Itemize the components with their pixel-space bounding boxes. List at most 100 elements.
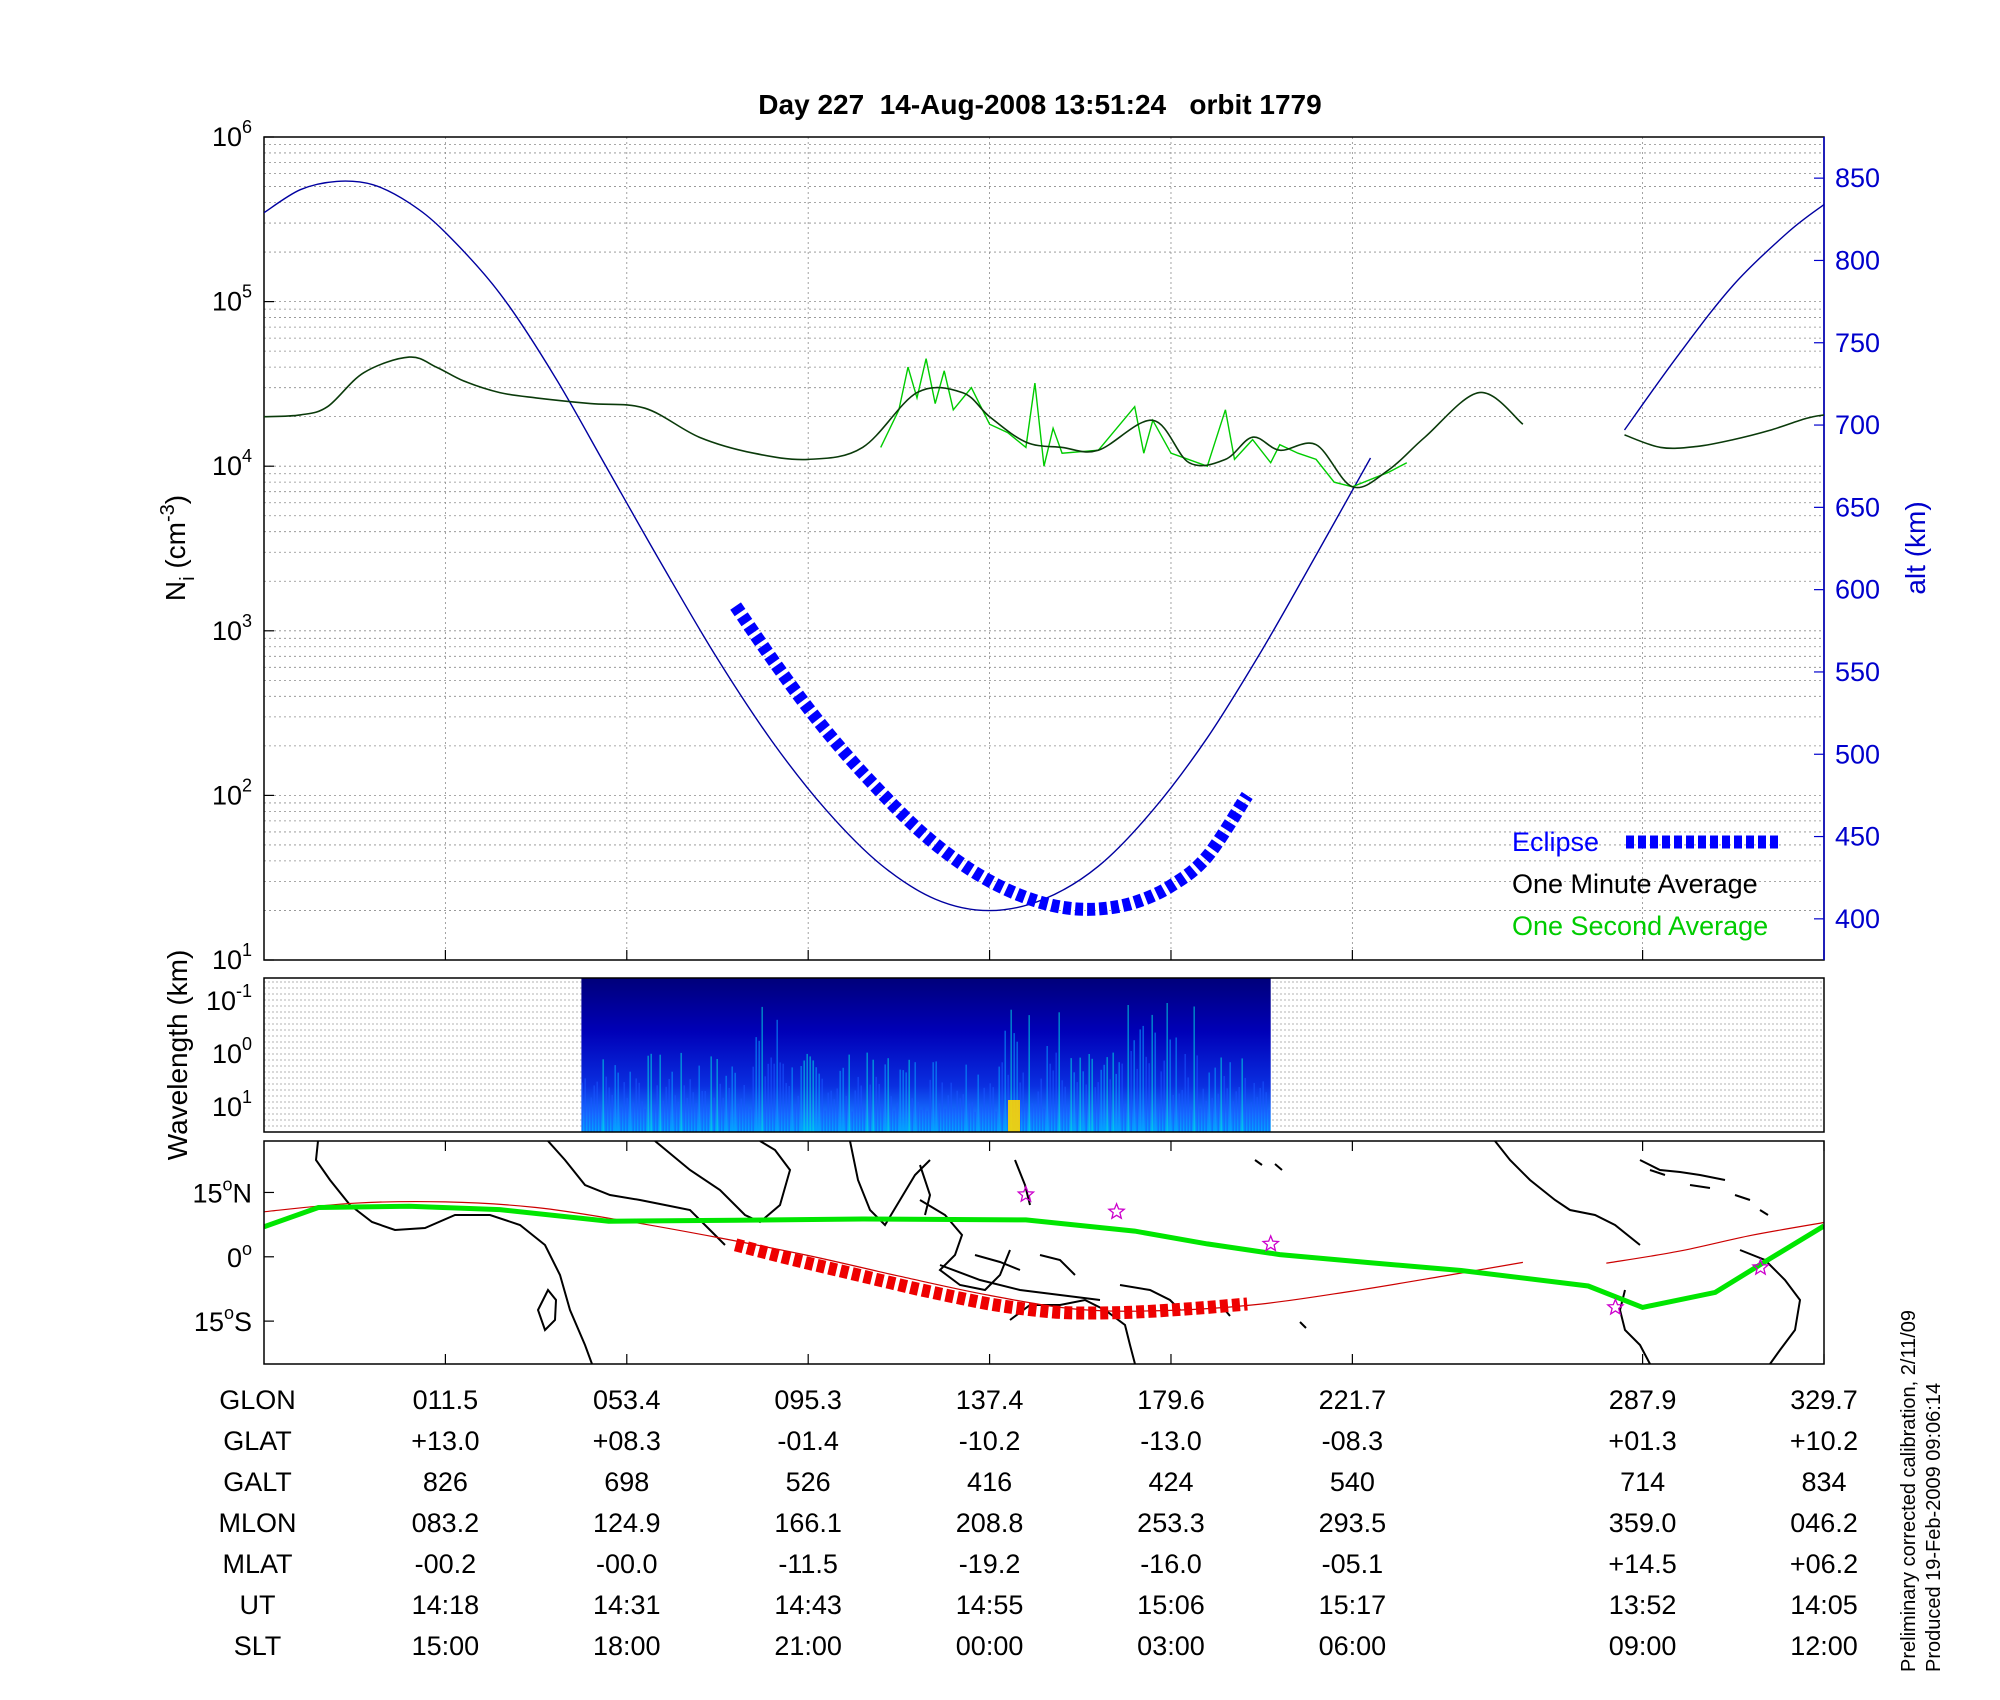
spectrogram-streak [737, 1103, 739, 1132]
spectrogram-streak [593, 1085, 595, 1132]
table-cell: 13:52 [1608, 1590, 1677, 1620]
footnote-line-2: Produced 19-Feb-2009 09:06:14 [1923, 1383, 1945, 1672]
spectrogram-streak [893, 1110, 895, 1132]
spectrogram-streak [1148, 1063, 1150, 1132]
altitude-line [264, 180, 1372, 912]
spectrogram-tick-label: 100 [212, 1034, 252, 1069]
map-lat-tick-label: 15oS [194, 1303, 252, 1337]
table-cell: 15:17 [1318, 1590, 1387, 1620]
spectrogram-streak [707, 1107, 709, 1132]
left-axis-tick-label: 106 [212, 117, 252, 152]
spectrogram-streak [1100, 1069, 1102, 1132]
spectrogram-streak [1013, 1033, 1015, 1132]
spectrogram-streak [632, 1102, 634, 1132]
table-cell: +13.0 [411, 1426, 480, 1456]
spectrogram-streak [1094, 1087, 1096, 1132]
one-second-average-line [880, 358, 1408, 488]
spectrogram-streak [929, 1079, 931, 1132]
spectrogram-streak [1130, 1051, 1132, 1132]
spectrogram-streak [758, 1040, 760, 1132]
table-cell: -11.5 [778, 1549, 838, 1579]
spectrogram-streak [956, 1090, 958, 1132]
spectrogram-streak [623, 1082, 625, 1132]
spectrogram-streak [884, 1064, 886, 1132]
table-cell: 359.0 [1608, 1508, 1677, 1538]
spectrogram-streak [860, 1085, 862, 1132]
spectrogram-streak [926, 1110, 928, 1132]
table-cell: 053.4 [592, 1385, 661, 1415]
spectrogram-streak [1166, 1003, 1168, 1132]
table-cell: 21:00 [774, 1631, 842, 1661]
spectrogram-streak [977, 1074, 979, 1132]
left-axis-tick-label: 101 [212, 940, 252, 975]
spectrogram-stripes [581, 1003, 1270, 1132]
map-x-ticks [444, 1141, 1825, 1364]
table-row-label: MLAT [222, 1549, 293, 1579]
spectrogram-streak [803, 1060, 805, 1132]
right-axis-tick-label: 850 [1835, 163, 1880, 193]
table-cell: 208.8 [955, 1508, 1024, 1538]
spectrogram-streak [1184, 1054, 1186, 1132]
spectrogram-streak [1196, 1055, 1198, 1132]
red-orbit-track [264, 1200, 1524, 1312]
spectrogram-streak [890, 1096, 892, 1132]
coastlines [314, 1141, 1802, 1364]
table-cell: 137.4 [955, 1385, 1024, 1415]
spectrogram-streak [1004, 1030, 1006, 1132]
spectrogram-streak [983, 1087, 985, 1132]
eclipse-line [730, 602, 1253, 916]
spectrogram-ticks: 10-1 100 101 [206, 981, 252, 1122]
spectrogram-streak [701, 1090, 703, 1132]
spectrogram-streak [611, 1094, 613, 1132]
table-cell: 095.3 [774, 1385, 842, 1415]
table-cell: +14.5 [1608, 1549, 1677, 1579]
map-lat-tick-label: 15oN [192, 1174, 252, 1208]
table-cell: -00.2 [414, 1549, 477, 1579]
table-cell: +10.2 [1789, 1426, 1859, 1456]
coastline-indonesia [939, 1254, 1101, 1301]
spectrogram-tick-label: 10-1 [206, 981, 252, 1016]
spectrogram-streak [1019, 1082, 1021, 1132]
left-axis-tick-label: 104 [212, 446, 252, 481]
table-cell: 526 [785, 1467, 831, 1497]
spectrogram-streak [968, 1103, 970, 1132]
spectrogram-streak [713, 1097, 715, 1132]
spectrogram-streak [1076, 1082, 1078, 1132]
spectrogram-streak [1082, 1071, 1084, 1132]
spectrogram-streak [779, 1062, 781, 1132]
spectrogram-streak [776, 1019, 778, 1132]
spectrogram-streak [680, 1052, 682, 1132]
table-cell: 826 [422, 1467, 468, 1497]
coastline-caribbean [1649, 1169, 1769, 1216]
star-markers [1016, 1184, 1770, 1316]
coastline-africa [314, 1141, 593, 1364]
footnote-line-1: Preliminary corrected calibration, 2/11/… [1898, 1310, 1920, 1672]
spectrogram-streak [704, 1091, 706, 1132]
table-cell: 14:31 [592, 1590, 661, 1620]
spectrogram-streak [1079, 1057, 1081, 1132]
spectrogram-streak [596, 1081, 598, 1132]
spectrogram-streak [1010, 1009, 1012, 1132]
spectrogram-streak [1016, 1041, 1018, 1132]
table-row-label: SLT [233, 1631, 282, 1661]
left-axis-label: Ni (cm-3) [157, 495, 199, 601]
table-cell: 293.5 [1318, 1508, 1387, 1538]
spectrogram-streak [1211, 1098, 1213, 1132]
spectrogram-streak [1073, 1072, 1075, 1132]
spectrogram-streak [1145, 1056, 1147, 1132]
spectrogram-streak [800, 1066, 802, 1132]
spectrogram-streak [962, 1094, 964, 1132]
spectrogram-streak [617, 1072, 619, 1132]
star-marker [1261, 1234, 1281, 1252]
spectrogram-streak [1268, 1110, 1270, 1132]
spectrogram-streak [1061, 1080, 1063, 1132]
table-cell: 329.7 [1790, 1385, 1858, 1415]
spectrogram-streak [653, 1104, 655, 1132]
table-row-label: GALT [223, 1467, 292, 1497]
spectrogram-streak [1109, 1079, 1111, 1132]
chart-title: Day 227 14-Aug-2008 13:51:24 orbit 1779 [758, 89, 1321, 120]
left-axis-tick-label: 102 [212, 775, 252, 810]
spectrogram-streak [1097, 1082, 1099, 1132]
spectrogram-streak [1055, 1052, 1057, 1132]
spectrogram-streak [1187, 1077, 1189, 1132]
